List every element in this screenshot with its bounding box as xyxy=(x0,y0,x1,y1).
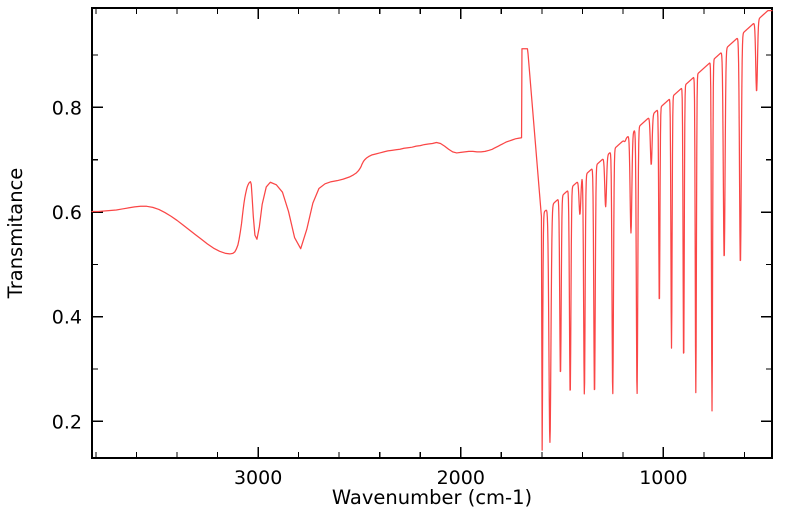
y-tick-label: 0.4 xyxy=(52,307,82,329)
spectrum-trace xyxy=(91,9,773,451)
y-axis-title: Transmitance xyxy=(4,168,27,300)
x-axis-ticks xyxy=(95,8,745,458)
x-axis-title: Wavenumber (cm-1) xyxy=(332,486,532,509)
y-tick-label: 0.8 xyxy=(52,97,82,119)
x-axis-tick-labels: 3000 2000 1000 xyxy=(234,467,688,489)
y-axis-tick-labels: 0.2 0.4 0.6 0.8 xyxy=(52,97,82,433)
x-tick-label: 2000 xyxy=(437,467,485,489)
x-tick-label: 1000 xyxy=(639,467,687,489)
y-tick-label: 0.6 xyxy=(52,202,82,224)
y-tick-label: 0.2 xyxy=(52,411,82,433)
plot-frame xyxy=(91,7,773,459)
x-tick-label: 3000 xyxy=(234,467,282,489)
